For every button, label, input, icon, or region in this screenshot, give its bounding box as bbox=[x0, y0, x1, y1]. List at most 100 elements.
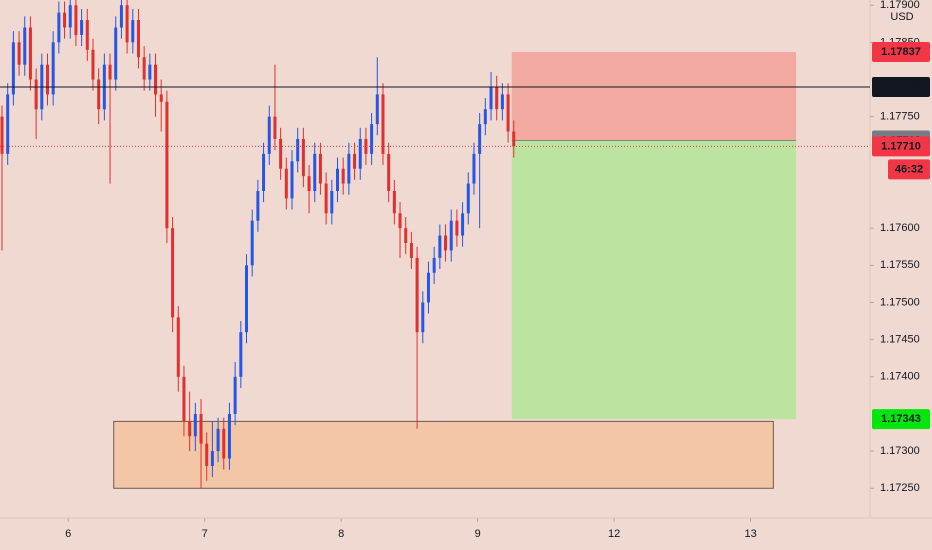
candle-body bbox=[506, 94, 510, 132]
candle-body bbox=[449, 220, 453, 251]
candle-body bbox=[136, 20, 140, 58]
candle-body bbox=[432, 257, 436, 273]
candle-body bbox=[193, 413, 197, 437]
price-badge-label: 1.17710 bbox=[881, 140, 921, 152]
candle-body bbox=[495, 86, 499, 110]
candle-body bbox=[222, 428, 226, 459]
candle-body bbox=[335, 168, 339, 191]
candle-body bbox=[296, 138, 300, 162]
candle-body bbox=[478, 124, 482, 154]
candle-body bbox=[307, 176, 311, 191]
candle-body bbox=[256, 190, 260, 221]
candle-body bbox=[262, 153, 266, 191]
x-tick-label: 12 bbox=[608, 528, 620, 540]
candle-body bbox=[142, 57, 146, 80]
candle-body bbox=[250, 220, 254, 266]
candle-body bbox=[85, 20, 89, 50]
y-tick-label: 1.17300 bbox=[880, 445, 920, 457]
candle-body bbox=[199, 413, 203, 444]
candle-body bbox=[74, 5, 78, 35]
candle-body bbox=[438, 235, 442, 258]
candle-body bbox=[324, 183, 328, 214]
candle-body bbox=[455, 220, 459, 236]
stop-area bbox=[511, 52, 797, 141]
price-badge bbox=[872, 76, 930, 97]
candle-body bbox=[119, 5, 123, 28]
candle-body bbox=[290, 161, 294, 199]
candle-body bbox=[392, 190, 396, 214]
y-tick-label: 1.17400 bbox=[880, 371, 920, 383]
x-tick-label: 13 bbox=[744, 528, 756, 540]
price-badge bbox=[872, 136, 930, 157]
candle-body bbox=[148, 64, 152, 80]
candle-body bbox=[57, 12, 61, 43]
y-tick-label: 1.17500 bbox=[880, 296, 920, 308]
candle-body bbox=[227, 413, 231, 459]
candle-body bbox=[461, 213, 465, 236]
x-tick-label: 6 bbox=[65, 528, 71, 540]
candle-body bbox=[466, 183, 470, 214]
candle-body bbox=[426, 272, 430, 303]
candle-body bbox=[404, 228, 408, 244]
candle-body bbox=[353, 153, 357, 169]
x-tick-label: 8 bbox=[338, 528, 344, 540]
candle-body bbox=[159, 94, 163, 102]
price-badge bbox=[872, 42, 930, 63]
candle-body bbox=[45, 64, 49, 95]
candle-body bbox=[444, 235, 448, 251]
candle-body bbox=[500, 94, 504, 110]
candle-body bbox=[279, 138, 283, 169]
candle-body bbox=[301, 138, 305, 177]
candle-body bbox=[188, 421, 192, 437]
candle-body bbox=[205, 443, 209, 466]
target-area bbox=[511, 140, 797, 420]
candle-body bbox=[398, 213, 402, 229]
candle-body bbox=[114, 27, 118, 80]
x-tick-label: 9 bbox=[475, 528, 481, 540]
candle-body bbox=[0, 116, 4, 154]
candle-body bbox=[370, 124, 374, 154]
candle-body bbox=[267, 116, 271, 154]
candle-body bbox=[375, 94, 379, 125]
candle-body bbox=[11, 42, 15, 95]
x-tick-label: 7 bbox=[202, 528, 208, 540]
candle-body bbox=[125, 5, 129, 43]
candle-body bbox=[512, 131, 516, 147]
candle-body bbox=[91, 49, 95, 80]
countdown-badge bbox=[888, 159, 930, 180]
candle-body bbox=[239, 332, 243, 377]
candle-body bbox=[80, 20, 84, 35]
y-tick-label: 1.17750 bbox=[880, 111, 920, 123]
candle-body bbox=[472, 153, 476, 184]
candle-body bbox=[51, 42, 55, 95]
y-tick-label: 1.17250 bbox=[880, 482, 920, 494]
y-tick-label: 1.17600 bbox=[880, 222, 920, 234]
price-badge bbox=[872, 409, 930, 430]
candle-body bbox=[313, 153, 317, 191]
y-unit: USD bbox=[890, 11, 913, 23]
candle-body bbox=[233, 376, 237, 414]
price-badge-label: 1.17343 bbox=[881, 413, 921, 425]
y-tick-label: 1.17450 bbox=[880, 334, 920, 346]
price-badge-label: 1.17837 bbox=[881, 46, 921, 58]
candle-body bbox=[489, 86, 493, 110]
candle-body bbox=[17, 42, 21, 65]
candle-body bbox=[415, 257, 419, 333]
candle-body bbox=[108, 64, 112, 80]
candle-body bbox=[387, 153, 391, 191]
price-badge-label: 1.17790 bbox=[881, 81, 921, 93]
candle-body bbox=[6, 94, 10, 154]
candle-body bbox=[409, 243, 413, 258]
candle-body bbox=[358, 138, 362, 169]
candle-body bbox=[97, 79, 101, 110]
candle-body bbox=[63, 12, 67, 28]
candle-body bbox=[171, 228, 175, 318]
candle-body bbox=[28, 27, 32, 80]
candle-body bbox=[68, 5, 72, 28]
candle-body bbox=[131, 20, 135, 43]
candle-body bbox=[381, 94, 385, 154]
candle-body bbox=[273, 116, 277, 139]
countdown: 46:32 bbox=[895, 163, 923, 175]
candle-body bbox=[483, 109, 487, 125]
